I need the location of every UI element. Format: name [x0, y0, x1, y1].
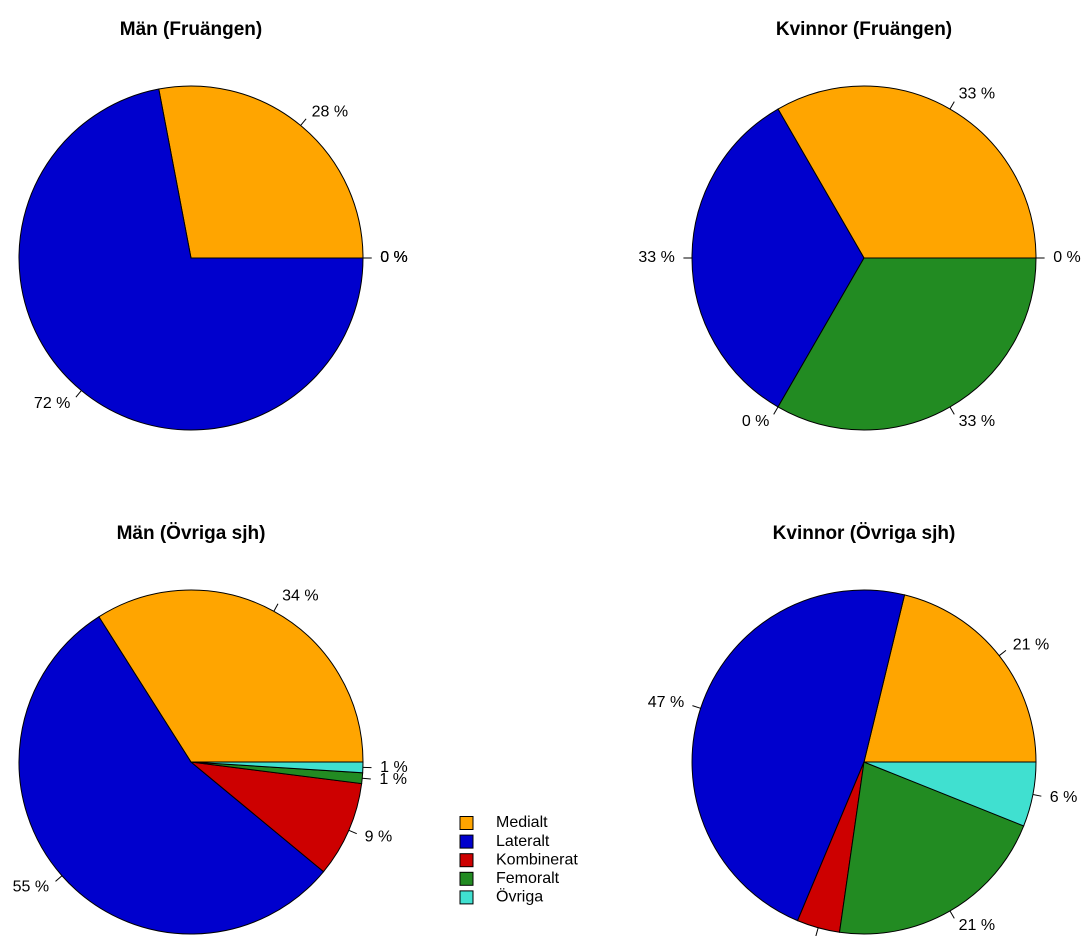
percent-label-lateralt: 72 % — [34, 395, 70, 412]
percent-label-kombinerat: 0 % — [742, 413, 770, 430]
percent-label-medialt: 34 % — [282, 587, 318, 604]
percent-label-femoralt: 21 % — [959, 917, 995, 934]
legend-label-femoralt: Femoralt — [496, 870, 560, 887]
label-tick-medialt — [998, 649, 1007, 657]
label-tick-medialt — [949, 101, 955, 110]
slice-medialt — [777, 85, 1037, 259]
percent-label-medialt: 33 % — [959, 85, 995, 102]
percent-label-lateralt: 55 % — [13, 878, 49, 895]
slice-medialt — [98, 589, 364, 763]
label-tick-kombinerat — [815, 927, 819, 936]
percent-label-ovriga: 1 % — [380, 759, 408, 776]
legend-label-kombinerat: Kombinerat — [496, 851, 578, 868]
label-tick-femoralt — [949, 910, 955, 919]
chart-title: Män (Fruängen) — [120, 19, 263, 40]
chart-title: Kvinnor (Fruängen) — [776, 19, 952, 40]
legend-swatch-kombinerat — [459, 853, 474, 868]
label-tick-kombinerat — [773, 406, 779, 415]
label-tick-lateralt — [75, 390, 82, 398]
slice-medialt — [158, 85, 364, 259]
slice-femoralt — [777, 257, 1037, 431]
percent-label-kombinerat: 9 % — [365, 828, 393, 845]
percent-label-femoralt: 1 % — [379, 771, 407, 788]
percent-label-ovriga: 0 % — [380, 249, 408, 266]
legend-swatch-lateralt — [459, 834, 474, 849]
slice-femoralt — [838, 761, 1025, 935]
label-tick-femoralt — [949, 406, 955, 415]
pie-man-fruangen: Män (Fruängen)28 %72 %0 %0 %0 % — [18, 19, 408, 431]
legend-swatch-femoralt — [459, 871, 474, 886]
slice-lateralt — [18, 616, 325, 935]
slice-lateralt — [18, 88, 364, 431]
label-tick-ovriga — [1032, 794, 1042, 797]
slice-lateralt — [691, 108, 865, 408]
label-tick-lateralt — [55, 875, 63, 882]
slice-kombinerat — [189, 761, 363, 873]
label-tick-kombinerat — [348, 829, 357, 835]
percent-label-femoralt: 0 % — [380, 249, 408, 266]
slice-ovriga — [190, 761, 364, 774]
pie-man-ovriga-sjh: Män (Övriga sjh) 34 % 55 % 9 % 1 %1 % — [13, 523, 408, 935]
label-tick-medialt — [300, 118, 307, 126]
slice-lateralt — [691, 589, 906, 922]
percent-label-medialt: 28 % — [312, 103, 348, 120]
percent-label-lateralt: 33 % — [638, 249, 674, 266]
percent-label-femoralt: 33 % — [959, 413, 995, 430]
chart-title: Kvinnor (Övriga sjh) — [773, 523, 956, 544]
percent-label-lateralt: 47 % — [648, 694, 684, 711]
chart-title: Män (Övriga sjh) — [117, 523, 266, 544]
slice-medialt — [863, 594, 1037, 763]
percent-label-ovriga: 6 % — [1050, 789, 1078, 806]
pie-kvinnor-ovriga-sjh: Kvinnor (Övriga sjh)21 %47 %4 %21 %6 % — [648, 523, 1078, 936]
percent-label-ovriga: 0 % — [1053, 249, 1081, 266]
legend-label-lateralt: Lateralt — [496, 833, 550, 850]
pie-kvinnor-fruangen: Kvinnor (Fruängen) 33 % 33 % 0 % 33 % 0 % — [638, 19, 1081, 431]
percent-label-medialt: 21 % — [1013, 636, 1049, 653]
pie-charts: Män (Fruängen)28 %72 %0 %0 %0 %Kvinnor (… — [13, 19, 1081, 936]
legend-label-ovriga: Övriga — [496, 888, 543, 906]
legend-label-medialt: Medialt — [496, 814, 548, 831]
legend-swatch-ovriga — [459, 890, 474, 905]
label-tick-lateralt — [692, 705, 701, 709]
label-tick-medialt — [273, 603, 279, 612]
percent-label-kombinerat: 0 % — [380, 249, 408, 266]
legend-swatch-medialt — [459, 816, 474, 830]
label-tick-femoralt — [362, 777, 371, 780]
